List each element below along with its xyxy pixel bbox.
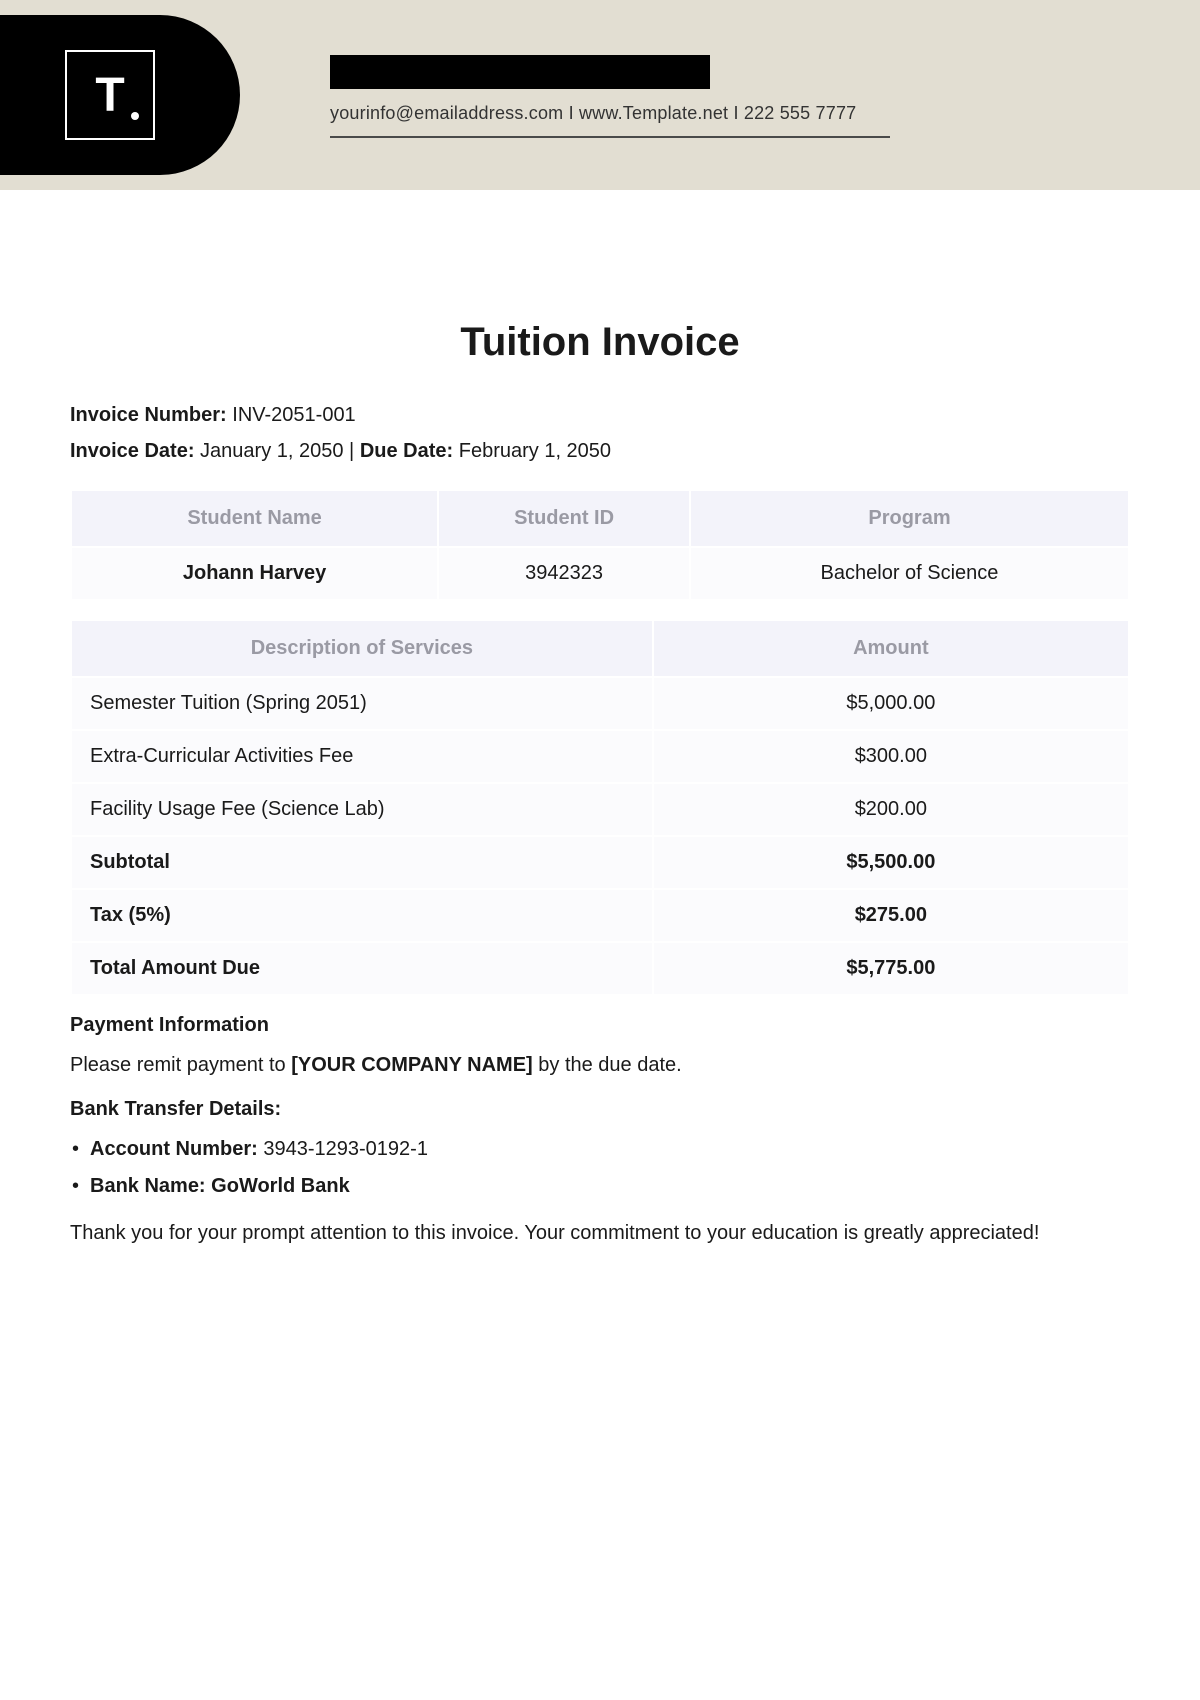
logo-dot-icon [131,112,139,120]
contact-website: www.Template.net [579,103,728,123]
account-number-label: Account Number: [90,1138,258,1160]
sep: I [728,103,744,123]
invoice-number-value: INV-2051-001 [232,404,355,426]
col-student-id: Student ID [439,491,689,546]
contact-phone: 222 555 7777 [744,103,857,123]
service-amount: $300.00 [654,731,1128,782]
remit-suffix: by the due date. [533,1054,682,1076]
sep: I [563,103,579,123]
table-row: Tax (5%)$275.00 [72,890,1128,941]
header-underline [330,136,890,138]
remit-line: Please remit payment to [YOUR COMPANY NA… [70,1047,1130,1084]
document-body: Tuition Invoice Invoice Number: INV-2051… [0,190,1200,1252]
thank-you-text: Thank you for your prompt attention to t… [70,1215,1130,1252]
invoice-date-value: January 1, 2050 [200,440,343,462]
table-row: Johann Harvey 3942323 Bachelor of Scienc… [72,548,1128,599]
service-description: Total Amount Due [72,943,652,994]
table-row: Facility Usage Fee (Science Lab)$200.00 [72,784,1128,835]
service-description: Tax (5%) [72,890,652,941]
service-amount: $5,775.00 [654,943,1128,994]
service-description: Subtotal [72,837,652,888]
col-amount: Amount [654,621,1128,676]
bank-name-value: GoWorld Bank [211,1175,350,1197]
due-date-value: February 1, 2050 [459,440,611,462]
bank-details-list: Account Number: 3943-1293-0192-1 Bank Na… [70,1131,1130,1205]
bank-name-label: Bank Name: [90,1175,206,1197]
table-row: Extra-Curricular Activities Fee$300.00 [72,731,1128,782]
service-description: Extra-Curricular Activities Fee [72,731,652,782]
col-student-name: Student Name [72,491,437,546]
account-number-value: 3943-1293-0192-1 [263,1138,428,1160]
payment-info-heading: Payment Information [70,1014,1130,1037]
student-name: Johann Harvey [72,548,437,599]
table-row: Semester Tuition (Spring 2051)$5,000.00 [72,678,1128,729]
col-description: Description of Services [72,621,652,676]
service-amount: $5,000.00 [654,678,1128,729]
service-amount: $5,500.00 [654,837,1128,888]
service-amount: $200.00 [654,784,1128,835]
contact-email: yourinfo@emailaddress.com [330,103,563,123]
service-description: Semester Tuition (Spring 2051) [72,678,652,729]
invoice-number-line: Invoice Number: INV-2051-001 [70,397,1130,433]
header-contact-block: yourinfo@emailaddress.com I www.Template… [330,55,950,138]
invoice-dates-line: Invoice Date: January 1, 2050 | Due Date… [70,433,1130,469]
student-table: Student Name Student ID Program Johann H… [70,489,1130,601]
student-program: Bachelor of Science [691,548,1128,599]
logo-letter: T [95,68,124,123]
service-amount: $275.00 [654,890,1128,941]
service-description: Facility Usage Fee (Science Lab) [72,784,652,835]
due-date-label: Due Date: [360,440,453,462]
date-sep: | [349,440,360,462]
table-row: Total Amount Due$5,775.00 [72,943,1128,994]
contact-line: yourinfo@emailaddress.com I www.Template… [330,103,950,124]
list-item: Bank Name: GoWorld Bank [70,1168,1130,1205]
logo-block: T [0,15,240,175]
table-row: Subtotal$5,500.00 [72,837,1128,888]
invoice-date-label: Invoice Date: [70,440,194,462]
logo-square: T [65,50,155,140]
header-band: T yourinfo@emailaddress.com I www.Templa… [0,0,1200,190]
company-placeholder: [YOUR COMPANY NAME] [291,1054,532,1076]
services-table: Description of Services Amount Semester … [70,619,1130,996]
company-name-bar [330,55,710,89]
invoice-number-label: Invoice Number: [70,404,227,426]
student-id: 3942323 [439,548,689,599]
col-program: Program [691,491,1128,546]
page-title: Tuition Invoice [70,320,1130,365]
list-item: Account Number: 3943-1293-0192-1 [70,1131,1130,1168]
remit-prefix: Please remit payment to [70,1054,291,1076]
bank-details-heading: Bank Transfer Details: [70,1098,1130,1121]
